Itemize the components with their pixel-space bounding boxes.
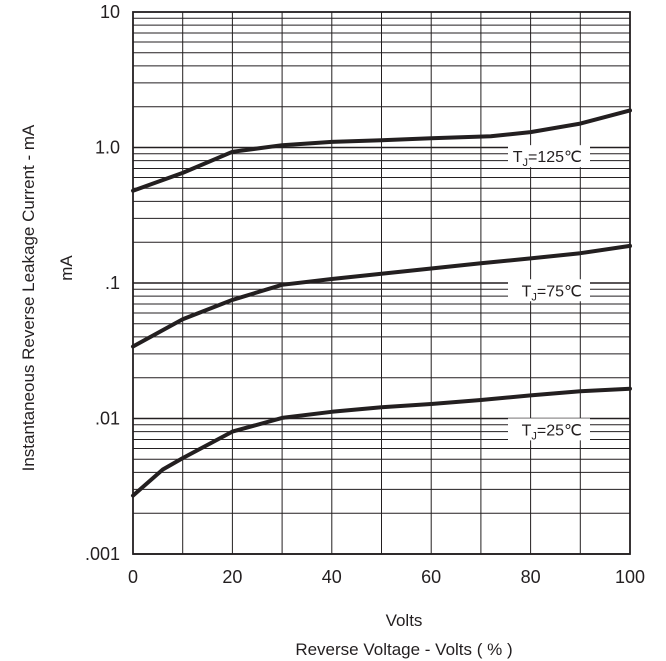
curve-label-bg [508,279,590,302]
x-tick-label: 100 [615,567,645,587]
x-axis-title: Volts [386,611,423,630]
y-tick-label: .001 [85,544,120,564]
x-tick-label: 80 [521,567,541,587]
x-tick-label: 60 [421,567,441,587]
series-group [131,108,632,498]
plot-border [132,11,631,555]
series-line [131,243,632,349]
x-tick-label: 0 [128,567,138,587]
curve-label: TJ=125℃ [513,149,582,169]
y-axis-title: Instantaneous Reverse Leakage Current - … [19,124,38,471]
series-line [131,386,632,498]
x-tick-label: 40 [322,567,342,587]
curve-label: TJ=75℃ [522,283,582,303]
y-tick-label: .01 [95,409,120,429]
curve-labels: TJ=125℃ TJ=75℃ TJ=25℃ [508,145,590,442]
y-tick-label: 1.0 [95,138,120,158]
x-tick-label: 20 [222,567,242,587]
curve-label-bg [508,145,590,168]
y-axis-unit: mA [57,255,76,281]
y-tick-label: .1 [105,273,120,293]
y-tick-label: 10 [100,2,120,22]
series-line [131,108,632,193]
curve-label-bg [508,418,590,441]
tick-labels: 0 20 40 60 80 100 10 1.0 .1 .01 .001 [85,2,645,587]
x-axis-subtitle: Reverse Voltage - Volts ( % ) [295,640,512,659]
curve-label: TJ=25℃ [522,422,582,442]
